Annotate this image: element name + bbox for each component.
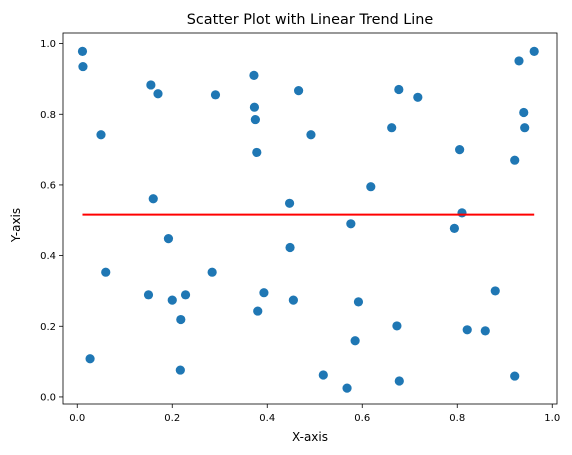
- scatter-point: [366, 182, 376, 192]
- scatter-point: [146, 80, 156, 90]
- y-axis-label: Y-axis: [9, 208, 23, 243]
- x-axis-label: X-axis: [292, 430, 328, 444]
- scatter-point: [457, 208, 467, 218]
- x-tick-label: 0.6: [354, 413, 370, 424]
- scatter-point: [252, 147, 262, 158]
- x-tick-label: 0.8: [449, 413, 465, 424]
- scatter-point: [249, 102, 260, 112]
- scatter-point: [394, 376, 404, 386]
- scatter-point: [490, 286, 500, 296]
- scatter-point: [350, 336, 360, 346]
- scatter-point: [250, 114, 260, 125]
- scatter-point: [462, 325, 472, 335]
- y-tick-label: 0.6: [40, 180, 56, 191]
- scatter-point: [163, 234, 174, 244]
- scatter-point: [288, 295, 298, 305]
- scatter-point: [520, 123, 530, 133]
- scatter-point: [253, 306, 263, 316]
- x-tick-label: 0.0: [69, 413, 85, 424]
- y-tick-label: 0.0: [40, 392, 56, 403]
- scatter-point: [387, 123, 397, 133]
- scatter-point: [96, 130, 106, 140]
- scatter-point: [455, 145, 465, 155]
- scatter-point: [207, 267, 217, 277]
- scatter-point: [510, 371, 520, 381]
- scatter-point: [353, 297, 364, 307]
- scatter-point: [143, 290, 154, 300]
- scatter-point: [394, 84, 404, 95]
- x-axis-ticks: 0.0 0.2 0.4 0.6 0.8 1.0: [69, 404, 560, 424]
- scatter-point: [342, 383, 352, 393]
- scatter-point: [284, 198, 295, 208]
- scatter-point: [449, 223, 459, 233]
- scatter-point: [294, 85, 304, 96]
- scatter-point: [318, 370, 328, 380]
- y-tick-label: 1.0: [40, 39, 56, 50]
- scatter-point: [78, 61, 88, 72]
- scatter-point: [510, 155, 520, 165]
- scatter-point: [285, 242, 295, 253]
- scatter-point: [180, 290, 191, 300]
- scatter-point: [306, 130, 316, 140]
- scatter-point: [346, 219, 356, 229]
- scatter-point: [175, 365, 185, 375]
- plot-area: [77, 46, 539, 393]
- scatter-point: [77, 46, 88, 56]
- scatter-point: [392, 321, 402, 331]
- y-tick-label: 0.8: [40, 110, 56, 121]
- chart-title: Scatter Plot with Linear Trend Line: [187, 12, 434, 28]
- scatter-point: [514, 56, 524, 66]
- scatter-point: [249, 70, 259, 80]
- scatter-point: [101, 267, 111, 277]
- scatter-point: [176, 314, 186, 325]
- scatter-point: [167, 295, 177, 305]
- scatter-point: [153, 89, 163, 99]
- x-tick-label: 1.0: [544, 413, 560, 424]
- scatter-point: [413, 92, 423, 102]
- x-tick-label: 0.2: [164, 413, 180, 424]
- scatter-point: [259, 288, 269, 298]
- x-tick-label: 0.4: [259, 413, 275, 424]
- y-tick-label: 0.4: [40, 251, 56, 262]
- y-axis-ticks: 0.0 0.2 0.4 0.6 0.8 1.0: [40, 39, 63, 403]
- scatter-point: [85, 354, 95, 364]
- scatter-point: [148, 194, 158, 204]
- scatter-point: [519, 107, 529, 118]
- axes-frame: [62, 32, 558, 405]
- scatter-point: [210, 90, 221, 100]
- scatter-point: [529, 46, 539, 56]
- scatter-point: [480, 326, 490, 336]
- y-tick-label: 0.2: [40, 322, 56, 333]
